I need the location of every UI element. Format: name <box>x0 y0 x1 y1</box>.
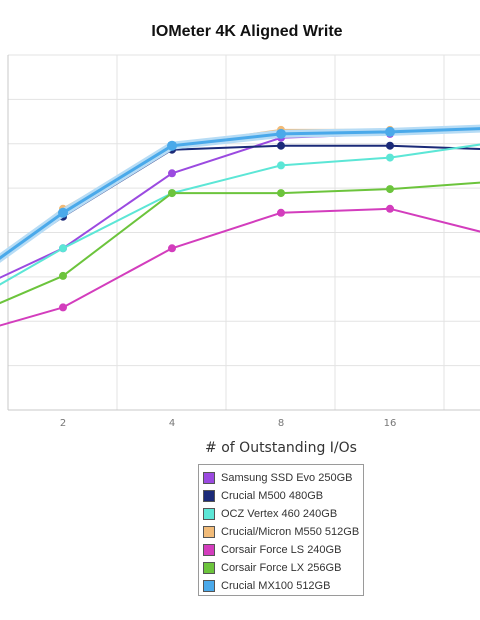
data-point <box>168 189 176 198</box>
legend-label: Samsung SSD Evo 250GB <box>221 472 353 484</box>
data-point <box>59 303 67 312</box>
legend-label: Crucial/Micron M550 512GB <box>221 526 360 538</box>
data-point <box>59 244 67 253</box>
line-chart: IOMeter 4K Aligned Write 2 4 8 16 # of Outs… <box>0 23 480 456</box>
x-tick-label: 8 <box>278 418 284 429</box>
legend-item: Corsair Force LX 256GB <box>203 559 363 577</box>
x-tick-label: 4 <box>169 418 175 429</box>
legend-item: Corsair Force LS 240GB <box>203 541 363 559</box>
data-point <box>277 161 285 170</box>
chart-legend: Samsung SSD Evo 250GB Crucial M500 480GB O… <box>198 464 364 596</box>
data-point <box>277 208 285 217</box>
legend-label: Corsair Force LX 256GB <box>221 562 342 574</box>
legend-swatch <box>203 580 215 592</box>
series-layer <box>0 124 480 327</box>
series-line <box>0 127 480 260</box>
legend-label: OCZ Vertex 460 240GB <box>221 508 338 520</box>
series-line-glow <box>0 124 480 263</box>
legend-label: Corsair Force LS 240GB <box>221 544 342 556</box>
data-point <box>386 185 394 194</box>
legend-swatch <box>203 490 215 502</box>
legend-item: Crucial/Micron M550 512GB <box>203 523 363 541</box>
series-line <box>0 207 480 327</box>
data-point <box>277 141 285 150</box>
series-1 <box>0 141 480 261</box>
grid <box>7 54 480 411</box>
data-point <box>168 169 176 178</box>
series-5 <box>0 181 480 305</box>
data-point <box>168 244 176 253</box>
legend-item: Samsung SSD Evo 250GB <box>203 469 363 487</box>
legend-swatch <box>203 472 215 484</box>
legend-swatch <box>203 562 215 574</box>
data-point <box>277 189 285 198</box>
legend-swatch <box>203 526 215 538</box>
legend-swatch <box>203 508 215 520</box>
x-tick-label: 16 <box>384 418 397 429</box>
series-4 <box>0 204 480 327</box>
data-point <box>276 128 286 139</box>
legend-swatch <box>203 544 215 556</box>
chart-title: IOMeter 4K Aligned Write <box>151 23 342 40</box>
data-point <box>385 126 395 137</box>
data-point <box>167 140 177 151</box>
legend-label: Crucial M500 480GB <box>221 490 324 502</box>
data-point <box>386 141 394 150</box>
data-point <box>58 207 68 218</box>
legend-item: Crucial M500 480GB <box>203 487 363 505</box>
data-point <box>386 153 394 162</box>
series-line <box>0 143 480 286</box>
legend-label: Crucial MX100 512GB <box>221 580 331 592</box>
legend-item: OCZ Vertex 460 240GB <box>203 505 363 523</box>
x-axis-label: # of Outstanding I/Os <box>205 440 357 456</box>
series-line <box>0 181 480 305</box>
data-point <box>59 271 67 280</box>
data-point <box>386 204 394 213</box>
legend-item: Crucial MX100 512GB <box>203 577 363 595</box>
x-tick-label: 2 <box>60 418 66 429</box>
series-6 <box>0 124 480 263</box>
x-axis-ticks: 2 4 8 16 <box>60 418 397 429</box>
